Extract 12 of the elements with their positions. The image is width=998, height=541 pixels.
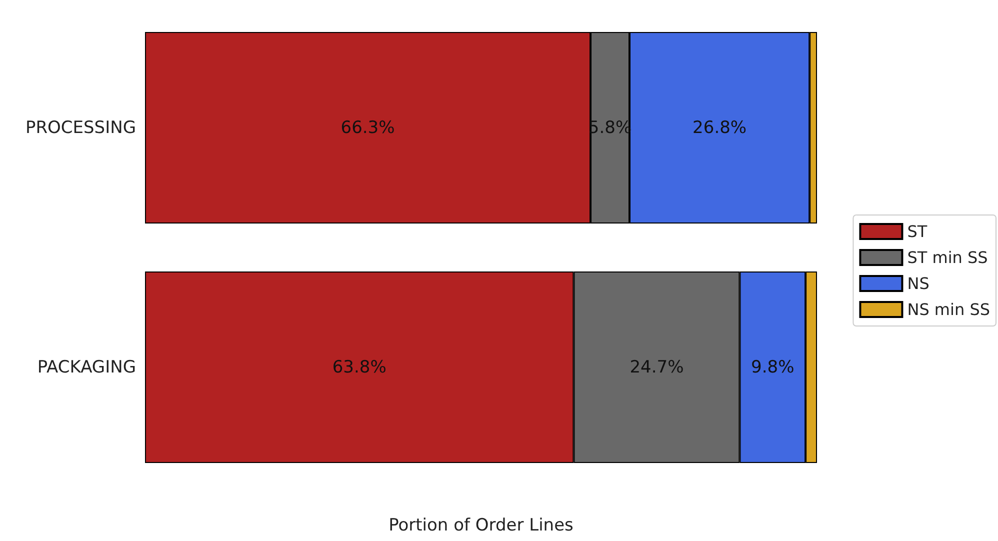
x-axis-title: Portion of Order Lines [388, 516, 574, 536]
data-label: 9.8% [751, 357, 794, 378]
y-tick-label: PROCESSING [25, 118, 136, 138]
legend-label: NS [907, 274, 930, 293]
legend-label: ST [907, 222, 928, 241]
legend-label: ST min SS [907, 248, 988, 267]
data-label: 66.3% [340, 118, 395, 138]
data-label: 63.8% [332, 357, 386, 378]
y-tick-label: PACKAGING [37, 357, 136, 378]
data-label: 26.8% [692, 118, 747, 138]
legend-label: NS min SS [907, 300, 990, 319]
data-label: 24.7% [630, 357, 684, 378]
